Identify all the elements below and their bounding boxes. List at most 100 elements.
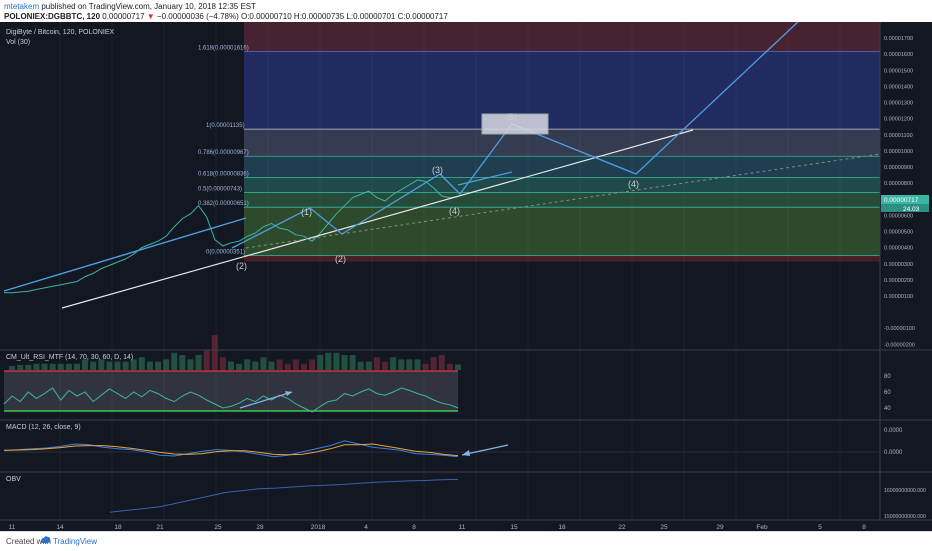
- vol-legend: Vol (30): [6, 39, 30, 46]
- wave-label-4b: (4): [628, 179, 639, 189]
- time-axis-tick: 5: [818, 524, 822, 531]
- macd-legend: MACD (12, 26, close, 9): [6, 424, 81, 431]
- fib-level-label: 0.5(0.00000743): [198, 186, 242, 192]
- volume-bar: [33, 363, 40, 370]
- volume-bar: [90, 361, 97, 370]
- price-axis-tick: 0.00000500: [884, 230, 913, 236]
- volume-bar: [398, 359, 405, 370]
- tradingview-logo-icon: [41, 536, 51, 543]
- volume-bar: [73, 363, 80, 370]
- volume-bar: [252, 361, 259, 370]
- volume-bar: [219, 357, 226, 370]
- target-box[interactable]: [481, 113, 549, 135]
- tradingview-brand[interactable]: TradingView: [53, 537, 98, 546]
- volume-bar: [211, 335, 218, 370]
- wave-label-1: (1): [301, 207, 312, 217]
- rsi-series-line: [3, 387, 459, 413]
- volume-bar: [309, 359, 316, 370]
- chart-svg[interactable]: 1(0.00001135) 0.786(0.00000967) 0.618(0.00…: [0, 19, 932, 531]
- last-price: 0.00000717: [102, 12, 145, 21]
- price-axis-tick: -0.00000200: [884, 342, 915, 348]
- price-axis-tick: 0.00000900: [884, 165, 913, 171]
- rsi-arrow-head-icon: [285, 391, 292, 396]
- volume-bar: [114, 361, 121, 370]
- price-series-line: [4, 179, 459, 294]
- price-axis-tick: 0.00001200: [884, 117, 913, 123]
- fib-zone: [244, 51, 880, 130]
- volume-bar: [187, 359, 194, 370]
- down-arrow-icon: ▼: [146, 12, 155, 21]
- volume-bars: [9, 335, 461, 370]
- volume-bar: [333, 352, 340, 370]
- fib-zone: [244, 207, 880, 256]
- volume-bar: [17, 364, 24, 370]
- price-axis-tick: -0.00000100: [884, 326, 915, 332]
- author-link[interactable]: mtetakem: [4, 2, 40, 11]
- volume-bar: [414, 359, 421, 370]
- volume-bar: [9, 366, 16, 370]
- grid: [59, 22, 841, 520]
- fib-zone: [244, 177, 880, 193]
- volume-bar: [390, 357, 397, 370]
- wave-label-2a: (2): [236, 261, 247, 271]
- volume-bar: [171, 352, 178, 370]
- time-axis-tick: 8: [862, 524, 866, 531]
- volume-bar: [41, 363, 48, 370]
- time-axis-tick: 25: [660, 524, 668, 531]
- macd-axis-tick: 0.0000: [884, 450, 903, 456]
- price-axis: 0.00001700 0.00001600 0.00001500 0.00001400…: [884, 36, 915, 348]
- volume-bar: [179, 355, 186, 370]
- macd-series-line: [3, 440, 459, 458]
- elliott-wave-projection[interactable]: [231, 19, 801, 249]
- price-axis-tick: 0.00000200: [884, 278, 913, 284]
- volume-bar: [260, 357, 267, 370]
- obv-axis-tick: 15000000000.000: [884, 514, 926, 520]
- time-axis-tick: 22: [618, 524, 626, 531]
- chart-area[interactable]: 1(0.00001135) 0.786(0.00000967) 0.618(0.00…: [0, 19, 932, 531]
- time-axis-tick: 18: [558, 524, 566, 531]
- rsi-band-fill: [4, 371, 458, 411]
- volume-bar: [438, 355, 445, 370]
- macd-axis: 0.0000 0.0000: [884, 428, 903, 456]
- fib-level-label: 0(0.00000351): [206, 250, 245, 256]
- time-axis-tick: 15: [510, 524, 518, 531]
- volume-bar: [349, 355, 356, 370]
- price-axis-tick: 0.00000800: [884, 181, 913, 187]
- volume-bar: [300, 363, 307, 370]
- volume-bar: [25, 364, 32, 370]
- last-price-sublabel-badge: [881, 204, 929, 212]
- price-axis-tick: 0.00001700: [884, 36, 913, 42]
- volume-bar: [357, 361, 364, 370]
- volume-bar: [284, 363, 291, 370]
- trend-channel-upper-line[interactable]: [3, 217, 247, 292]
- volume-bar: [341, 355, 348, 370]
- fib-zone: [244, 192, 880, 208]
- price-axis-tick: 0.00000600: [884, 213, 913, 219]
- volume-bar: [65, 363, 72, 370]
- trend-dotted-line[interactable]: [245, 153, 881, 249]
- wave-label-4a: (4): [449, 206, 460, 216]
- obv-series-line: [109, 478, 459, 513]
- time-axis-tick: 28: [256, 524, 264, 531]
- time-axis-tick: 2018: [311, 524, 326, 531]
- volume-bar: [276, 359, 283, 370]
- fib-level-label: 1.618(0.00001616): [198, 46, 249, 52]
- price-axis-tick: 0.00001100: [884, 133, 913, 139]
- macd-axis-tick: 0.0000: [884, 428, 903, 434]
- time-axis: 11 14 18 21 25 28 2018 4 8 11 15 18 22 25 29 Feb 5 8: [9, 524, 867, 531]
- time-axis-tick: 25: [214, 524, 222, 531]
- volume-bar: [138, 357, 145, 370]
- price-axis-tick: 0.00001400: [884, 84, 913, 90]
- last-price-sublabel-text: 24.03: [903, 206, 920, 213]
- volume-bar: [228, 361, 234, 370]
- channel-segment: [457, 171, 513, 186]
- price-axis-tick: 0.00001600: [884, 52, 913, 58]
- last-price-badge-text: 0.00000717: [884, 197, 919, 204]
- volume-bar: [430, 357, 437, 370]
- macd-pointer-arrow[interactable]: [461, 444, 509, 456]
- obv-axis-tick: 16000000000.000: [884, 488, 926, 494]
- rsi-axis-tick: 80: [884, 374, 891, 380]
- price-axis-tick: 0.00000300: [884, 262, 913, 268]
- time-axis-tick: 8: [412, 524, 416, 531]
- trend-support-line[interactable]: [61, 129, 694, 309]
